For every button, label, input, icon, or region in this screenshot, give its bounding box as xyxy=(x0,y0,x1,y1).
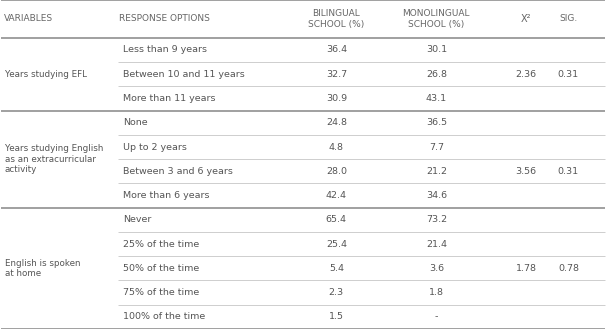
Text: 73.2: 73.2 xyxy=(426,215,447,224)
Text: 3.6: 3.6 xyxy=(429,264,444,273)
Text: 50% of the time: 50% of the time xyxy=(123,264,199,273)
Text: 25.4: 25.4 xyxy=(326,240,347,249)
Text: X²: X² xyxy=(521,14,531,24)
Text: VARIABLES: VARIABLES xyxy=(4,14,53,23)
Text: 0.31: 0.31 xyxy=(558,167,579,176)
Text: 1.78: 1.78 xyxy=(516,264,536,273)
Text: 30.1: 30.1 xyxy=(426,45,447,55)
Text: 30.9: 30.9 xyxy=(326,94,347,103)
Text: More than 11 years: More than 11 years xyxy=(123,94,216,103)
Text: 4.8: 4.8 xyxy=(329,142,344,152)
Text: 7.7: 7.7 xyxy=(429,142,444,152)
Text: Up to 2 years: Up to 2 years xyxy=(123,142,187,152)
Text: Years studying EFL: Years studying EFL xyxy=(5,70,87,79)
Text: 28.0: 28.0 xyxy=(326,167,347,176)
Text: -: - xyxy=(435,312,438,321)
Text: 25% of the time: 25% of the time xyxy=(123,240,199,249)
Text: 75% of the time: 75% of the time xyxy=(123,288,199,297)
Text: 36.4: 36.4 xyxy=(326,45,347,55)
Text: English is spoken
at home: English is spoken at home xyxy=(5,259,81,278)
Text: RESPONSE OPTIONS: RESPONSE OPTIONS xyxy=(119,14,210,23)
Text: 26.8: 26.8 xyxy=(426,70,447,79)
Text: 2.36: 2.36 xyxy=(516,70,536,79)
Text: 32.7: 32.7 xyxy=(326,70,347,79)
Text: BILINGUAL
SCHOOL (%): BILINGUAL SCHOOL (%) xyxy=(308,9,364,29)
Text: Never: Never xyxy=(123,215,152,224)
Text: 5.4: 5.4 xyxy=(329,264,344,273)
Text: MONOLINGUAL
SCHOOL (%): MONOLINGUAL SCHOOL (%) xyxy=(402,9,470,29)
Text: More than 6 years: More than 6 years xyxy=(123,191,210,200)
Text: SIG.: SIG. xyxy=(559,14,578,23)
Text: 43.1: 43.1 xyxy=(426,94,447,103)
Text: 0.31: 0.31 xyxy=(558,70,579,79)
Text: None: None xyxy=(123,118,148,127)
Text: 65.4: 65.4 xyxy=(326,215,347,224)
Text: 21.2: 21.2 xyxy=(426,167,447,176)
Text: Less than 9 years: Less than 9 years xyxy=(123,45,207,55)
Text: 42.4: 42.4 xyxy=(326,191,347,200)
Text: 24.8: 24.8 xyxy=(326,118,347,127)
Text: 1.5: 1.5 xyxy=(329,312,344,321)
Text: 34.6: 34.6 xyxy=(426,191,447,200)
Text: 1.8: 1.8 xyxy=(429,288,444,297)
Text: 100% of the time: 100% of the time xyxy=(123,312,205,321)
Text: Between 3 and 6 years: Between 3 and 6 years xyxy=(123,167,233,176)
Text: Years studying English
as an extracurricular
activity: Years studying English as an extracurric… xyxy=(5,144,103,174)
Text: 21.4: 21.4 xyxy=(426,240,447,249)
Text: 36.5: 36.5 xyxy=(426,118,447,127)
Text: 0.78: 0.78 xyxy=(558,264,579,273)
Text: Between 10 and 11 years: Between 10 and 11 years xyxy=(123,70,245,79)
Text: 3.56: 3.56 xyxy=(516,167,536,176)
Text: 2.3: 2.3 xyxy=(329,288,344,297)
